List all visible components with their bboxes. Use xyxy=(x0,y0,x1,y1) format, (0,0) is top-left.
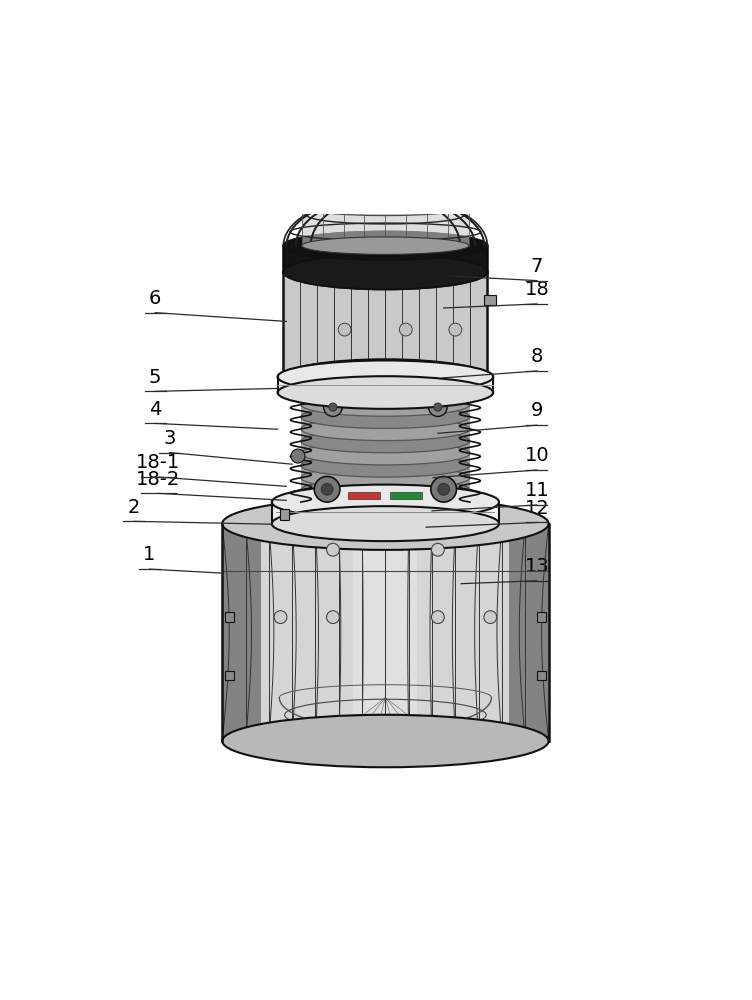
Text: 3: 3 xyxy=(164,429,176,448)
Text: 5: 5 xyxy=(149,368,162,387)
Ellipse shape xyxy=(284,232,487,260)
Ellipse shape xyxy=(301,418,470,441)
Ellipse shape xyxy=(302,237,469,254)
Bar xyxy=(225,671,234,680)
Bar xyxy=(280,509,290,520)
Bar xyxy=(353,524,417,741)
Circle shape xyxy=(449,323,462,336)
Ellipse shape xyxy=(284,359,487,394)
Ellipse shape xyxy=(301,466,470,489)
Text: 10: 10 xyxy=(525,446,549,465)
Ellipse shape xyxy=(301,478,470,501)
Ellipse shape xyxy=(277,376,493,409)
Bar xyxy=(509,524,549,741)
Text: 7: 7 xyxy=(531,257,543,276)
Ellipse shape xyxy=(301,491,470,514)
Circle shape xyxy=(429,398,447,416)
Ellipse shape xyxy=(302,198,469,216)
Circle shape xyxy=(326,611,339,624)
Text: 4: 4 xyxy=(149,400,162,419)
Text: 2: 2 xyxy=(127,498,140,517)
Text: 8: 8 xyxy=(531,347,543,366)
Circle shape xyxy=(329,403,337,411)
Text: 1: 1 xyxy=(143,545,156,564)
Bar xyxy=(302,207,469,246)
Ellipse shape xyxy=(301,405,470,428)
Text: 6: 6 xyxy=(149,289,162,308)
Circle shape xyxy=(326,543,339,556)
Ellipse shape xyxy=(277,360,493,393)
Ellipse shape xyxy=(271,485,499,520)
Bar xyxy=(271,502,499,524)
Ellipse shape xyxy=(223,497,549,550)
Bar xyxy=(223,524,262,741)
Ellipse shape xyxy=(284,254,487,289)
Ellipse shape xyxy=(284,232,487,260)
Bar xyxy=(223,524,549,741)
Bar xyxy=(284,272,487,377)
Bar xyxy=(225,612,234,622)
Text: 11: 11 xyxy=(525,481,549,500)
Circle shape xyxy=(438,483,450,495)
Ellipse shape xyxy=(271,506,499,541)
Ellipse shape xyxy=(301,381,470,404)
Circle shape xyxy=(274,611,287,624)
Circle shape xyxy=(314,476,340,502)
Text: 18-1: 18-1 xyxy=(136,453,180,472)
Text: 12: 12 xyxy=(525,499,549,518)
Ellipse shape xyxy=(301,454,470,477)
Circle shape xyxy=(431,476,456,502)
Circle shape xyxy=(321,483,333,495)
Text: 18: 18 xyxy=(525,280,549,299)
Ellipse shape xyxy=(301,430,470,453)
Circle shape xyxy=(399,323,412,336)
Circle shape xyxy=(432,611,444,624)
Bar xyxy=(537,612,546,622)
Bar xyxy=(537,671,546,680)
Bar xyxy=(327,393,444,502)
Bar xyxy=(390,492,422,499)
Circle shape xyxy=(484,611,497,624)
Circle shape xyxy=(291,449,305,463)
Bar xyxy=(277,377,493,393)
Circle shape xyxy=(432,543,444,556)
Bar xyxy=(347,492,380,499)
Bar xyxy=(284,246,487,272)
Bar xyxy=(484,295,496,305)
Circle shape xyxy=(323,398,342,416)
Text: 9: 9 xyxy=(531,401,543,420)
Text: 18-2: 18-2 xyxy=(136,470,180,489)
Ellipse shape xyxy=(223,715,549,767)
Text: 13: 13 xyxy=(525,557,549,576)
Bar xyxy=(301,393,470,502)
Ellipse shape xyxy=(301,442,470,465)
Circle shape xyxy=(338,323,351,336)
Circle shape xyxy=(434,403,442,411)
Ellipse shape xyxy=(301,393,470,416)
Ellipse shape xyxy=(284,254,487,289)
